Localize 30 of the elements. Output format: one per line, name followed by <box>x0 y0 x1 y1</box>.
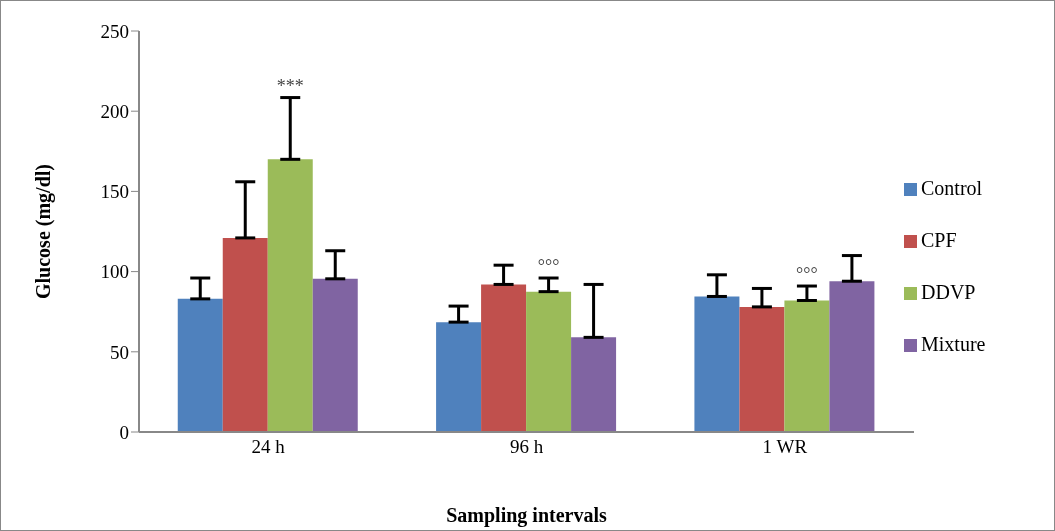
legend-label: CPF <box>921 228 957 251</box>
bar <box>177 298 223 432</box>
legend-label: DDVP <box>921 280 976 303</box>
bar <box>739 306 785 432</box>
y-tick-label: 0 <box>119 421 129 443</box>
bar <box>267 159 313 432</box>
x-tick-label: 24 h <box>251 436 286 458</box>
y-tick-label: 150 <box>100 181 129 203</box>
annotation: °°° <box>796 264 818 285</box>
x-tick-label: 96 h <box>509 436 544 458</box>
y-tick-label: 250 <box>100 20 129 42</box>
legend-label: Mixture <box>921 332 986 355</box>
bar <box>312 278 358 432</box>
annotation: *** <box>276 75 304 96</box>
bar <box>784 300 830 432</box>
x-axis-title: Sampling intervals <box>446 504 607 527</box>
bar <box>481 284 527 432</box>
bar <box>526 291 572 432</box>
y-tick-label: 50 <box>110 341 129 363</box>
annotation: °°° <box>537 256 560 277</box>
y-tick-label: 200 <box>100 100 129 122</box>
x-tick-label: 1 WR <box>762 436 808 458</box>
y-tick-label: 100 <box>100 261 129 283</box>
bar <box>222 237 268 432</box>
bar <box>829 281 875 432</box>
bar <box>694 296 740 432</box>
y-axis-title: Glucose (mg/dl) <box>32 164 56 299</box>
bar <box>436 322 482 432</box>
legend-label: Control <box>921 176 983 199</box>
bar <box>571 337 617 432</box>
